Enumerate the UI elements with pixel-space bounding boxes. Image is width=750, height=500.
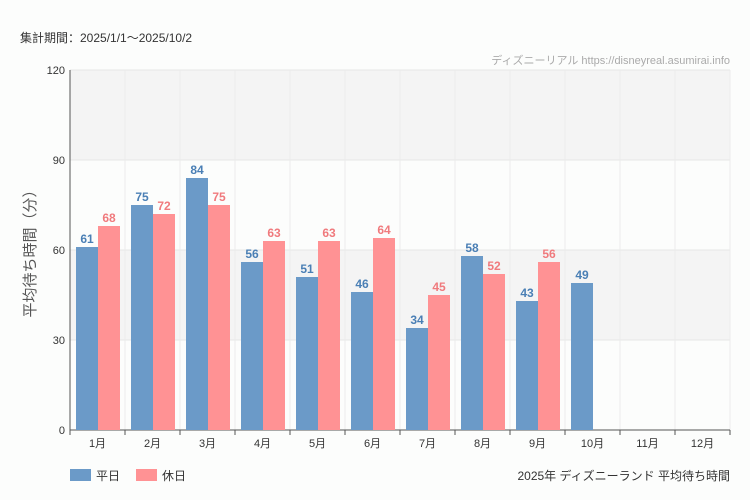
bar-weekday (76, 247, 98, 430)
data-label: 46 (355, 277, 369, 291)
y-tick-label: 60 (53, 245, 65, 257)
x-tick-label: 10月 (581, 438, 604, 450)
bar-weekday (131, 205, 153, 430)
y-tick-label: 30 (53, 335, 65, 347)
bar-weekday (516, 301, 538, 430)
bar-weekday (571, 283, 593, 430)
period-label: 集計期間：2025/1/1〜2025/10/2 (20, 31, 193, 45)
data-label: 64 (377, 223, 391, 237)
y-tick-label: 0 (59, 425, 65, 437)
bar-weekday (351, 292, 373, 430)
bar-holiday (98, 226, 120, 430)
data-label: 49 (575, 268, 589, 282)
data-label: 61 (80, 232, 94, 246)
data-label: 52 (487, 259, 501, 273)
data-label: 63 (322, 226, 336, 240)
x-tick-label: 8月 (474, 438, 491, 450)
data-label: 51 (300, 262, 314, 276)
legend-swatch (136, 469, 157, 481)
legend-label: 休日 (162, 469, 186, 483)
x-tick-label: 9月 (529, 438, 546, 450)
bar-holiday (538, 262, 560, 430)
data-label: 34 (410, 313, 424, 327)
bar-holiday (263, 241, 285, 430)
data-label: 56 (542, 247, 556, 261)
x-tick-label: 2月 (144, 438, 161, 450)
bar-holiday (318, 241, 340, 430)
x-tick-label: 7月 (419, 438, 436, 450)
x-tick-label: 11月 (636, 438, 658, 450)
data-label: 75 (212, 190, 226, 204)
x-tick-label: 1月 (89, 438, 106, 450)
bar-weekday (406, 328, 428, 430)
legend-label: 平日 (96, 469, 120, 483)
bar-holiday (373, 238, 395, 430)
chart-title: 2025年 ディズニーランド 平均待ち時間 (517, 468, 730, 483)
bar-holiday (428, 295, 450, 430)
x-tick-label: 12月 (691, 438, 714, 450)
data-label: 68 (102, 211, 116, 225)
legend-swatch (70, 469, 91, 481)
data-label: 45 (432, 280, 446, 294)
x-tick-label: 4月 (254, 438, 271, 450)
bar-weekday (186, 178, 208, 430)
data-label: 43 (520, 286, 534, 300)
bar-holiday (483, 274, 505, 430)
data-label: 75 (135, 190, 149, 204)
data-label: 72 (157, 199, 171, 213)
data-label: 84 (190, 163, 204, 177)
bar-weekday (461, 256, 483, 430)
data-label: 58 (465, 241, 479, 255)
bar-weekday (241, 262, 263, 430)
y-axis-label: 平均待ち時間（分） (22, 182, 39, 317)
y-tick-label: 90 (53, 155, 65, 167)
bar-holiday (208, 205, 230, 430)
y-tick-label: 120 (47, 65, 65, 77)
bar-holiday (153, 214, 175, 430)
x-tick-label: 3月 (199, 438, 216, 450)
x-tick-label: 5月 (309, 438, 326, 450)
credit-text: ディズニーリアル https://disneyreal.asumirai.inf… (491, 55, 730, 67)
x-tick-label: 6月 (364, 438, 381, 450)
bar-weekday (296, 277, 318, 430)
data-label: 63 (267, 226, 281, 240)
data-label: 56 (245, 247, 259, 261)
